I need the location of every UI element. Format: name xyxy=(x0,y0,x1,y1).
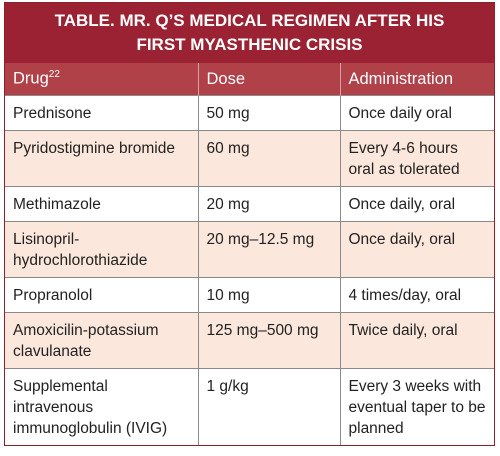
table-row: Supplemental intravenous immunoglobulin … xyxy=(5,368,494,445)
table-cell: 60 mg xyxy=(197,130,340,187)
table-row: Amoxicilin-potassium clavulanate 125 mg–5… xyxy=(5,312,494,369)
table-cell: Once daily oral xyxy=(339,95,494,131)
reference-superscript: 22 xyxy=(48,69,60,81)
table-body: Prednisone 50 mg Once daily oral Pyridostig… xyxy=(5,95,494,445)
table-cell: 10 mg xyxy=(197,277,340,313)
table-cell: 1 g/kg xyxy=(197,368,340,445)
table-cell: Once daily, oral xyxy=(339,186,494,222)
column-header: Drug22 xyxy=(5,63,198,96)
table-cell: 20 mg xyxy=(197,186,340,222)
title-line: FIRST MYASTHENIC CRISIS xyxy=(136,35,363,54)
header-row: Drug22 Dose Administration xyxy=(5,63,494,96)
column-header: Dose xyxy=(197,63,340,96)
table-row: Pyridostigmine bromide 60 mg Every 4-6 hou… xyxy=(5,130,494,187)
table-cell: Twice daily, oral xyxy=(339,312,494,369)
table-cell: Prednisone xyxy=(5,95,198,131)
table-cell: Every 3 weeks with eventual taper to be … xyxy=(339,368,494,445)
table-cell: Propranolol xyxy=(5,277,198,313)
table-row: Lisinopril-hydrochlorothiazide 20 mg–12.5… xyxy=(5,221,494,278)
table-title: TABLE. MR. Q’S MEDICAL REGIMEN AFTER HIS… xyxy=(5,3,494,63)
table-cell: Supplemental intravenous immunoglobulin … xyxy=(5,368,198,445)
table-cell: Pyridostigmine bromide xyxy=(5,130,198,187)
table-cell: Lisinopril-hydrochlorothiazide xyxy=(5,221,198,278)
title-line: TABLE. MR. Q’S MEDICAL REGIMEN AFTER HIS xyxy=(54,11,445,30)
table-cell: 50 mg xyxy=(197,95,340,131)
column-header: Administration xyxy=(339,63,494,96)
table-cell: 125 mg–500 mg xyxy=(197,312,340,369)
table-cell: Methimazole xyxy=(5,186,198,222)
table-row: Methimazole 20 mg Once daily, oral xyxy=(5,186,494,222)
table-container: TABLE. MR. Q’S MEDICAL REGIMEN AFTER HIS… xyxy=(4,2,495,446)
column-header-text: Administration xyxy=(348,69,454,88)
column-header-text: Drug xyxy=(13,69,49,88)
regimen-table: Drug22 Dose Administration Prednisone 50 mg… xyxy=(5,63,494,445)
table-cell: Once daily, oral xyxy=(339,221,494,278)
table-row: Prednisone 50 mg Once daily oral xyxy=(5,95,494,131)
column-header-text: Dose xyxy=(206,69,246,88)
table-row: Propranolol 10 mg 4 times/day, oral xyxy=(5,277,494,313)
table-cell: Every 4-6 hours oral as tolerated xyxy=(339,130,494,187)
table-cell: 20 mg–12.5 mg xyxy=(197,221,340,278)
table-cell: Amoxicilin-potassium clavulanate xyxy=(5,312,198,369)
table-cell: 4 times/day, oral xyxy=(339,277,494,313)
